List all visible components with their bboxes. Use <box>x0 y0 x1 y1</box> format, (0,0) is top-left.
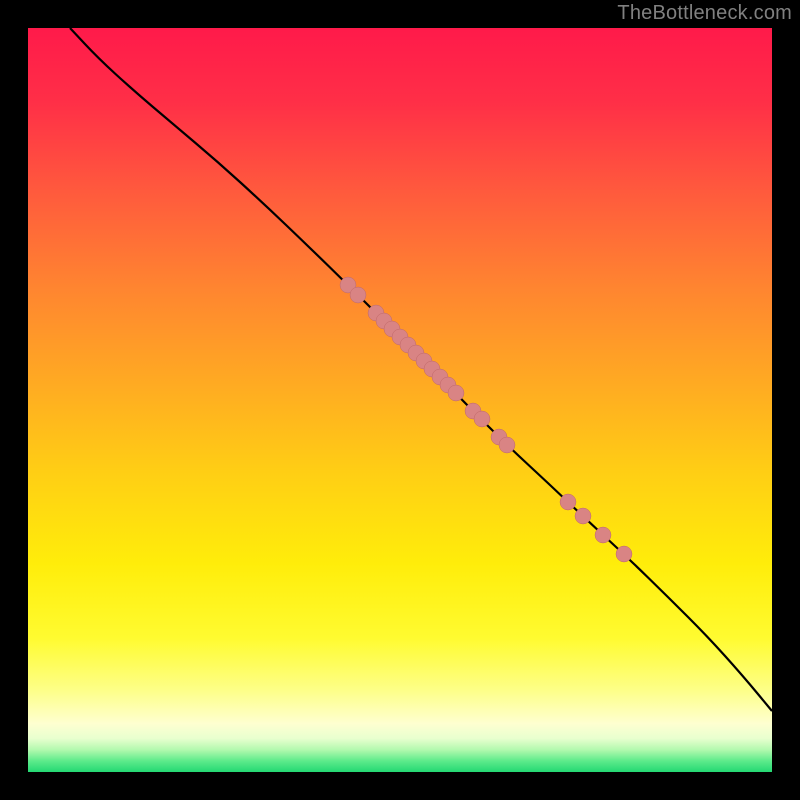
data-point-marker <box>595 527 611 543</box>
data-point-marker <box>474 411 490 427</box>
chart-overlay-svg <box>28 28 772 772</box>
data-point-marker <box>350 287 366 303</box>
data-point-marker <box>448 385 464 401</box>
plot-area <box>28 28 772 772</box>
data-point-marker <box>575 508 591 524</box>
curve-line <box>70 28 772 711</box>
data-point-marker <box>560 494 576 510</box>
data-point-marker <box>616 546 632 562</box>
data-point-marker <box>499 437 515 453</box>
watermark-text: TheBottleneck.com <box>617 2 792 25</box>
